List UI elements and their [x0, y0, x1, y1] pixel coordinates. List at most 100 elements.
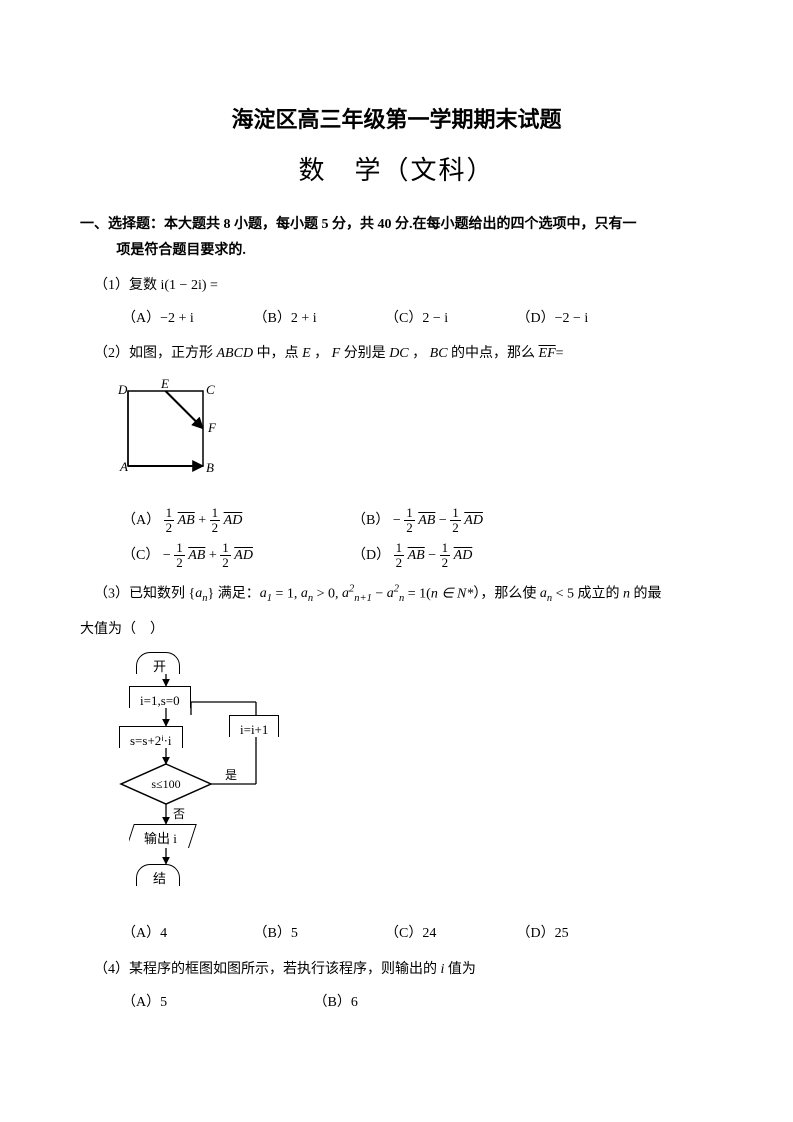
q3-lt5: < 5 成立的: [552, 586, 623, 601]
q2-abcd: ABCD: [217, 346, 254, 361]
frac: 12: [440, 541, 451, 571]
q2-DC: DC: [389, 346, 408, 361]
exam-title: 海淀区高三年级第一学期期末试题: [80, 100, 713, 140]
q3-ansq: a2n: [387, 586, 405, 601]
vec-ad: AD: [224, 513, 243, 528]
q3-option-d[interactable]: （D）25: [517, 921, 627, 946]
q3-text-a: （3）已知数列 {: [94, 586, 195, 601]
question-3: （3）已知数列 {an} 满足：a1 = 1, an > 0, a2n+1 − …: [80, 581, 713, 609]
q4-option-b[interactable]: （B）6: [314, 990, 484, 1015]
q1-option-a[interactable]: （A）−2 + i: [122, 306, 232, 331]
question-2: （2）如图，正方形 ABCD 中，点 E ， F 分别是 DC ， BC 的中点…: [80, 341, 713, 366]
q3-minus: −: [372, 586, 387, 601]
vec-ab: AB: [178, 513, 195, 528]
q2d-label: （D）: [352, 548, 390, 563]
frac: 12: [174, 541, 185, 571]
q3-an: an: [195, 586, 207, 601]
fig-label-A: A: [119, 459, 128, 474]
fig-label-E: E: [160, 376, 169, 391]
q2-option-b[interactable]: （B） − 12 AB − 12 AD: [352, 506, 582, 536]
fc-init: i=1,s=0: [129, 686, 191, 708]
q1-option-c[interactable]: （C）2 − i: [385, 306, 495, 331]
q3-tail: 大值为（ ）: [80, 617, 713, 642]
fig-label-B: B: [206, 460, 214, 475]
q3-nin: n ∈ N*: [431, 586, 474, 601]
q3-a1: a1: [260, 586, 272, 601]
fc-output: 输出 i: [129, 824, 197, 848]
vec-ab: AB: [418, 513, 435, 528]
section-line2: 项是符合题目要求的.: [80, 238, 246, 263]
q2-text-a: （2）如图，正方形: [94, 346, 217, 361]
plus: +: [198, 513, 206, 528]
q3-cond2: > 0,: [313, 586, 342, 601]
q1-option-b[interactable]: （B）2 + i: [254, 306, 364, 331]
q2b-label: （B）: [352, 513, 389, 528]
q3-text-d: 的最: [630, 586, 662, 601]
fc-no: 否: [173, 807, 185, 821]
q2-eq: =: [556, 346, 564, 361]
q3-option-a[interactable]: （A）4: [122, 921, 232, 946]
neg: −: [393, 513, 401, 528]
frac: 12: [164, 506, 175, 536]
q2-F: F: [332, 346, 341, 361]
flowchart-figure: 开始 i=1,s=0 s=s+2ⁱ·i s≤100 是 i=i+1 否 输出 i…: [101, 652, 713, 911]
q3-anp1sq: a2n+1: [342, 586, 372, 601]
q3-an2: an: [301, 586, 313, 601]
q2-option-d[interactable]: （D） 12 AB − 12 AD: [352, 541, 582, 571]
q3-eq1: = 1(: [404, 586, 431, 601]
q1-option-d[interactable]: （D）−2 − i: [517, 306, 627, 331]
question-4-options: （A）5 （B）6: [80, 990, 713, 1015]
q2-options-row2: （C） − 12 AB + 12 AD （D） 12 AB − 12 AD: [80, 541, 713, 571]
frac: 12: [220, 541, 231, 571]
q3-text-c: ），那么使: [473, 586, 540, 601]
frac: 12: [210, 506, 221, 536]
q2-text-f: 的中点，那么: [448, 346, 539, 361]
vec-ad: AD: [234, 548, 253, 563]
q3-option-b[interactable]: （B）5: [254, 921, 364, 946]
question-3-options: （A）4 （B）5 （C）24 （D）25: [80, 921, 713, 946]
vec-ad: AD: [454, 548, 473, 563]
q2-E: E: [302, 346, 311, 361]
q3-text-b: } 满足：: [207, 586, 259, 601]
q2a-label: （A）: [122, 513, 160, 528]
fig-label-C: C: [206, 382, 215, 397]
section-header: 一、选择题：本大题共 8 小题，每小题 5 分，共 40 分.在每小题给出的四个…: [80, 212, 713, 262]
q2-text-b: 中，点: [253, 346, 302, 361]
question-1: （1）复数 i(1 − 2i) =: [80, 273, 713, 298]
fc-start: 开始: [136, 652, 180, 674]
fc-step: s=s+2ⁱ·i: [119, 726, 183, 748]
fc-inc: i=i+1: [229, 715, 279, 737]
minus: −: [428, 548, 436, 563]
exam-subtitle: 数 学（文科）: [80, 148, 713, 195]
q4-text-b: 值为: [444, 962, 476, 977]
q3-n: n: [623, 586, 630, 601]
fc-end: 结束: [136, 864, 180, 886]
minus: −: [439, 513, 447, 528]
vec-ab: AB: [408, 548, 425, 563]
q2-option-a[interactable]: （A） 12 AB + 12 AD: [122, 506, 352, 536]
q2-option-c[interactable]: （C） − 12 AB + 12 AD: [122, 541, 352, 571]
frac: 12: [394, 541, 405, 571]
question-4: （4）某程序的框图如图所示，若执行该程序，则输出的 i 值为: [80, 957, 713, 982]
frac: 12: [450, 506, 461, 536]
q2c-label: （C）: [122, 548, 159, 563]
fig-label-D: D: [117, 382, 128, 397]
q3-an3: an: [540, 586, 552, 601]
q2-options-row1: （A） 12 AB + 12 AD （B） − 12 AB − 12 AD: [80, 506, 713, 536]
q3-cond1: = 1,: [272, 586, 301, 601]
q2-text-c: ，: [311, 346, 332, 361]
q4-text-a: （4）某程序的框图如图所示，若执行该程序，则输出的: [94, 962, 441, 977]
plus: +: [209, 548, 217, 563]
question-1-options: （A）−2 + i （B）2 + i （C）2 − i （D）−2 − i: [80, 306, 713, 331]
fig-label-F: F: [207, 420, 217, 435]
vec-ab: AB: [188, 548, 205, 563]
fc-yes: 是: [225, 768, 237, 782]
q4-option-a[interactable]: （A）5: [122, 990, 292, 1015]
q3-option-c[interactable]: （C）24: [385, 921, 495, 946]
q2-text-e: ，: [409, 346, 430, 361]
q2-figure: A B C D E F: [108, 376, 713, 495]
q2-text-d: 分别是: [340, 346, 389, 361]
q2-EF-vector: EF: [539, 346, 556, 361]
frac: 12: [404, 506, 415, 536]
q2-BC: BC: [430, 346, 448, 361]
